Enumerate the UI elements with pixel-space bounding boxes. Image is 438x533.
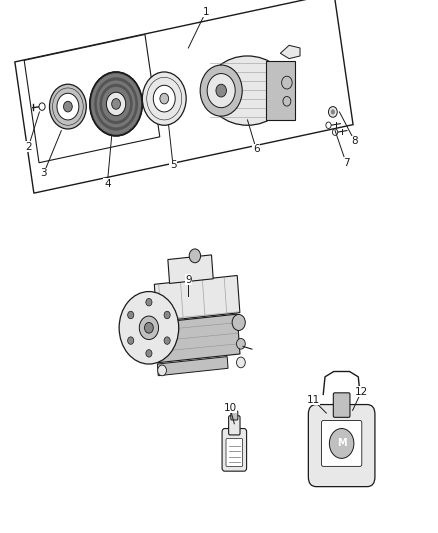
Text: M: M (337, 439, 346, 448)
Circle shape (207, 74, 235, 108)
Circle shape (127, 311, 134, 319)
Text: 4: 4 (104, 179, 111, 189)
Circle shape (102, 87, 130, 121)
Text: 2: 2 (25, 142, 32, 151)
Circle shape (164, 337, 170, 344)
Circle shape (90, 72, 142, 136)
Text: 9: 9 (185, 275, 192, 285)
Circle shape (145, 322, 153, 333)
Circle shape (237, 357, 245, 368)
Circle shape (127, 337, 134, 344)
FancyBboxPatch shape (229, 416, 240, 435)
Circle shape (94, 77, 138, 131)
Circle shape (232, 314, 245, 330)
Circle shape (106, 92, 126, 116)
Polygon shape (157, 357, 228, 376)
Polygon shape (15, 0, 353, 193)
FancyBboxPatch shape (222, 429, 247, 471)
FancyBboxPatch shape (321, 421, 362, 466)
Text: 10: 10 (223, 403, 237, 413)
Circle shape (146, 350, 152, 357)
Polygon shape (280, 45, 300, 59)
Text: 3: 3 (40, 168, 47, 178)
Text: 11: 11 (307, 395, 320, 405)
Circle shape (91, 74, 141, 134)
Polygon shape (168, 255, 213, 284)
FancyBboxPatch shape (308, 405, 375, 487)
Circle shape (216, 84, 226, 97)
Text: 5: 5 (170, 160, 177, 170)
Circle shape (99, 84, 133, 124)
Text: 6: 6 (253, 144, 260, 154)
Circle shape (146, 298, 152, 306)
Ellipse shape (207, 56, 288, 125)
Circle shape (97, 80, 135, 127)
Circle shape (153, 85, 175, 112)
Circle shape (332, 129, 338, 135)
Circle shape (331, 109, 335, 115)
Polygon shape (154, 314, 240, 363)
Circle shape (119, 292, 179, 364)
Circle shape (160, 93, 169, 104)
Circle shape (328, 107, 337, 117)
Text: 12: 12 (355, 387, 368, 397)
Circle shape (200, 65, 242, 116)
Circle shape (282, 76, 292, 89)
FancyBboxPatch shape (231, 411, 238, 420)
FancyBboxPatch shape (333, 393, 350, 417)
Circle shape (189, 249, 201, 263)
Text: 8: 8 (351, 136, 358, 146)
Circle shape (237, 338, 245, 349)
Circle shape (283, 96, 291, 106)
Circle shape (139, 316, 159, 340)
Text: 7: 7 (343, 158, 350, 167)
Circle shape (158, 365, 166, 376)
Circle shape (57, 93, 79, 120)
Polygon shape (266, 61, 294, 120)
Circle shape (64, 101, 72, 112)
Circle shape (329, 429, 354, 458)
Circle shape (39, 103, 45, 110)
Circle shape (164, 311, 170, 319)
Circle shape (326, 122, 331, 128)
Circle shape (142, 72, 186, 125)
Polygon shape (24, 35, 160, 163)
Circle shape (112, 99, 120, 109)
FancyBboxPatch shape (226, 439, 243, 466)
Polygon shape (154, 276, 240, 321)
Text: 1: 1 (202, 7, 209, 17)
Circle shape (49, 84, 86, 129)
